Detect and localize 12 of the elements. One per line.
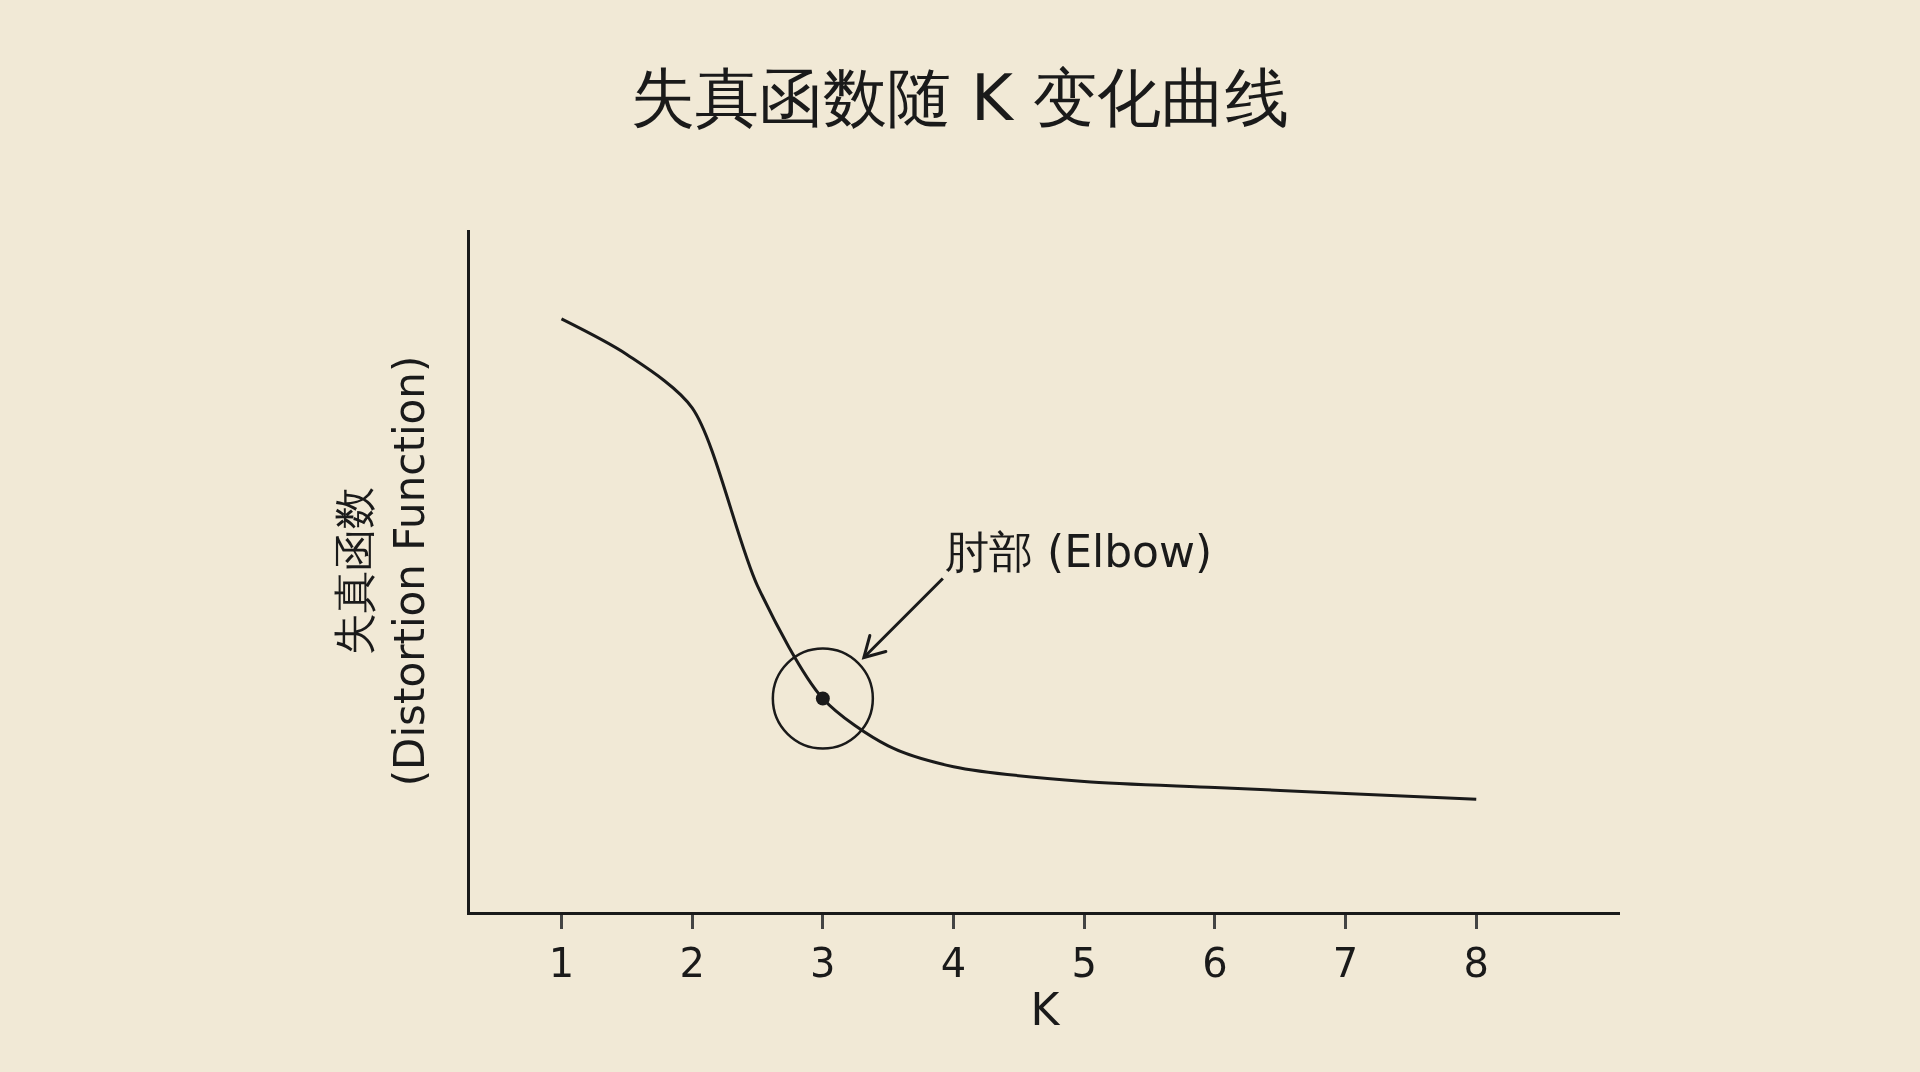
annotation: 肘部 (Elbow) xyxy=(945,526,1213,577)
chart-title: 失真函数随 K 变化曲线 xyxy=(630,60,1290,135)
x-tick-label: 6 xyxy=(1202,939,1228,986)
x-axis-title: K xyxy=(1030,984,1061,1036)
x-tick-label: 5 xyxy=(1071,939,1097,986)
x-tick-label: 2 xyxy=(679,939,705,986)
x-tick-label: 8 xyxy=(1463,939,1489,986)
x-tick-label: 3 xyxy=(810,939,836,986)
x-tick-label: 7 xyxy=(1332,939,1359,986)
y-axis-title: 失真函数 (Distortion Function) xyxy=(330,355,435,787)
x-tick-label: 1 xyxy=(548,939,575,986)
x-tick-label: 4 xyxy=(940,939,967,986)
